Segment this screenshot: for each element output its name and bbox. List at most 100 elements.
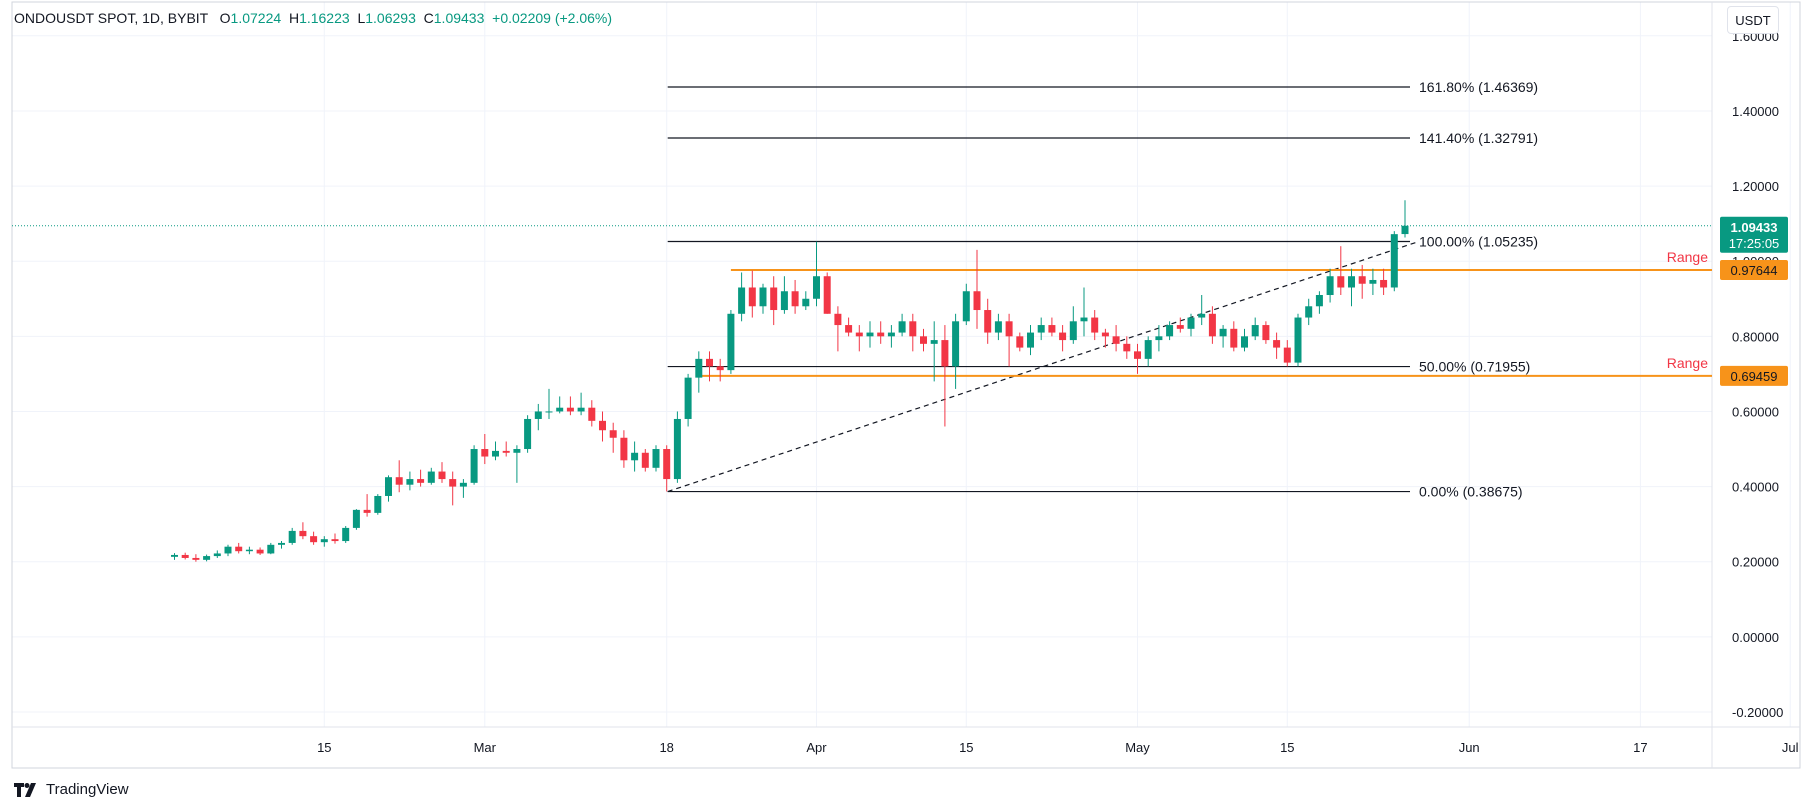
range-price-label: 0.97644 (1731, 263, 1778, 278)
candle-body (727, 313, 735, 371)
fib-level-label: 0.00% (0.38675) (1419, 484, 1523, 500)
candle-body (1348, 276, 1355, 288)
candle-body (973, 291, 981, 311)
y-tick-label: 1.40000 (1732, 104, 1779, 119)
candle-body (299, 530, 307, 537)
candle-body (748, 287, 756, 307)
tradingview-logo-icon (14, 782, 36, 797)
x-tick-label: 17 (1633, 740, 1647, 755)
candle-body (1294, 317, 1302, 363)
candle-body (363, 509, 371, 513)
fib-level-label: 161.80% (1.46369) (1419, 79, 1538, 95)
candle-body (1101, 332, 1109, 337)
candle-body (1091, 317, 1099, 333)
candle-body (470, 449, 478, 483)
x-tick-label: Jul (1782, 740, 1799, 755)
y-tick-label: -0.20000 (1732, 705, 1783, 720)
candle-body (245, 549, 253, 552)
candle-body (1080, 317, 1088, 322)
candle-body (310, 536, 318, 543)
range-price-tag (1720, 260, 1788, 281)
candle-body (1005, 321, 1013, 337)
candle-body (395, 477, 403, 485)
candle-body (1037, 325, 1045, 333)
candle-body (481, 449, 489, 457)
candle-body (1016, 336, 1024, 348)
low-label: L (357, 10, 366, 26)
candle-body (834, 313, 842, 326)
candle-body (213, 553, 221, 557)
candle-body (759, 287, 767, 307)
candle-body (352, 509, 360, 528)
candle-body (374, 495, 382, 513)
time-axis: 15Mar18Apr15May15Jun17Jul15Aug15Sep16 (317, 740, 1799, 755)
range-label: Range (1667, 355, 1708, 371)
fib-level-label: 50.00% (0.71955) (1419, 359, 1530, 375)
candle-body (952, 321, 960, 367)
y-tick-label: 0.20000 (1732, 555, 1779, 570)
candle-body (1069, 321, 1077, 341)
candle-body (502, 450, 510, 453)
candle-body (459, 482, 467, 487)
candle-body (192, 557, 200, 560)
candle-body (1401, 225, 1409, 235)
candle-body (524, 418, 532, 450)
candle-body (962, 291, 970, 322)
candle-body (1123, 343, 1131, 352)
candle-body (545, 411, 553, 413)
candle-body (1112, 336, 1120, 344)
fibonacci-extension[interactable]: 161.80% (1.46369) 141.40% (1.32791) 100.00… (667, 79, 1538, 500)
candle-body (738, 287, 746, 314)
high-value: 1.16223 (299, 10, 350, 26)
candle-body (171, 554, 178, 557)
candle-body (1166, 325, 1174, 337)
candle-body (652, 449, 660, 468)
grid (12, 2, 1791, 727)
currency-button[interactable]: USDT (1727, 6, 1779, 34)
candle-body (1337, 276, 1345, 288)
last-price-countdown: 17:25:05 (1729, 236, 1780, 251)
tradingview-brand[interactable]: TradingView (14, 781, 129, 798)
y-tick-label: 0.00000 (1732, 630, 1779, 645)
y-tick-label: 0.80000 (1732, 329, 1779, 344)
candle-body (1380, 279, 1388, 288)
candle-body (1251, 325, 1259, 337)
range-lines[interactable]: Range 0.97644 Range 0.69459 (698, 249, 1788, 386)
candle-body (235, 546, 243, 552)
symbol-title: ONDOUSDT SPOT, 1D, BYBIT (14, 10, 208, 26)
candle-body (1187, 317, 1195, 329)
open-value: 1.07224 (230, 10, 282, 26)
range-label: Range (1667, 249, 1708, 265)
candle-body (1134, 351, 1141, 359)
candle-body (887, 332, 895, 337)
plot-frame (11, 1, 1801, 769)
candle-body (920, 336, 927, 344)
x-tick-label: May (1125, 740, 1150, 755)
y-tick-label: 0.60000 (1732, 404, 1779, 419)
high-label: H (288, 10, 300, 26)
candle-body (770, 287, 778, 311)
candle-body (1144, 340, 1152, 359)
symbol-legend: ONDOUSDT SPOT, 1D, BYBIT O1.07224 H1.162… (14, 10, 612, 26)
candle-body (385, 477, 392, 496)
candle-body (513, 449, 521, 453)
candle-body (599, 420, 606, 431)
candle-body (1048, 325, 1056, 333)
candle-body (941, 340, 949, 367)
candle-body (534, 411, 542, 419)
candle-body (1219, 328, 1227, 337)
candle-body (588, 407, 596, 421)
low-value: 1.06293 (365, 10, 416, 26)
candles (171, 200, 1409, 562)
candle-body (406, 479, 414, 485)
x-tick-label: 15 (959, 740, 973, 755)
fib-trend-line (667, 240, 1419, 493)
candle-body (823, 276, 831, 314)
candle-body (673, 418, 681, 480)
x-tick-label: 15 (1280, 740, 1294, 755)
candle-body (663, 449, 671, 480)
candle-body (1059, 332, 1067, 341)
x-tick-label: Jun (1459, 740, 1480, 755)
candle-body (877, 332, 885, 337)
